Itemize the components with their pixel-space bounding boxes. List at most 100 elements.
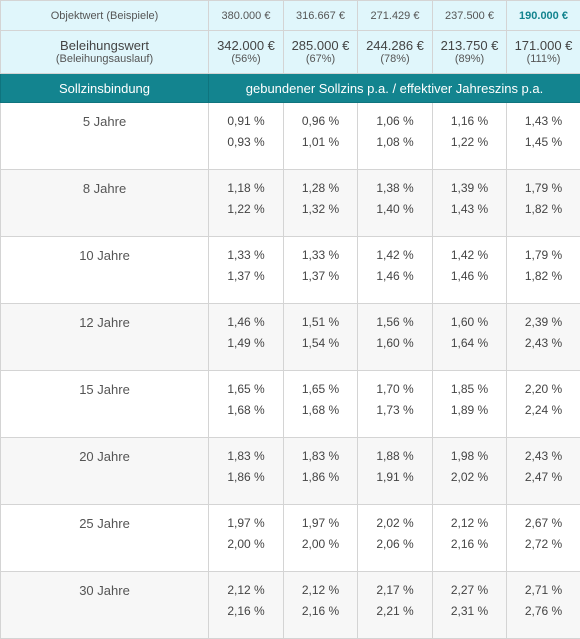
rate-cell: 2,17 %2,21 % (358, 572, 433, 639)
rate-cell: 1,42 % 1,46 % (433, 237, 507, 304)
rate-cell: 1,97 %2,00 % (209, 505, 284, 572)
beleihungswert-label-cell: Beleihungswert (Beleihungsauslauf) (1, 31, 209, 74)
sollzins-value: 1,33 % (284, 248, 357, 262)
sollzins-value: 1,97 % (284, 516, 357, 530)
beleihungswert-label: Beleihungswert (1, 38, 208, 53)
effektivzins-value: 1,60 % (358, 336, 432, 350)
objektwert-value-highlighted: 190.000 € (507, 1, 580, 31)
zinsbindung-label: 10 Jahre (1, 237, 209, 304)
rate-cell: 2,20 %2,24 % (507, 371, 580, 438)
sollzins-value: 2,39 % (507, 315, 580, 329)
rate-cell: 1,85 %1,89 % (433, 371, 507, 438)
beleihungsauslauf-percent: (56%) (209, 53, 283, 66)
rate-cell: 0,96 %1,01 % (284, 103, 358, 170)
rate-cell: 2,12 %2,16 % (209, 572, 284, 639)
sollzins-value: 1,79 % (507, 181, 580, 195)
rate-cell: 1,98 % 2,02 % (433, 438, 507, 505)
sollzins-value: 1,98 % (433, 449, 506, 463)
effektivzins-value: 2,16 % (284, 604, 357, 618)
objektwert-value: 271.429 € (358, 1, 433, 31)
zinsbindung-label: 20 Jahre (1, 438, 209, 505)
effektivzins-value: 2,21 % (358, 604, 432, 618)
rate-cell: 2,43 % 2,47 % (507, 438, 580, 505)
sollzins-value: 1,42 % (433, 248, 506, 262)
sollzins-value: 1,70 % (358, 382, 432, 396)
effektivzins-value: 1,49 % (209, 336, 283, 350)
rate-cell: 1,18 % 1,22 % (209, 170, 284, 237)
beleihungswert-cell: 342.000 € (56%) (209, 31, 284, 74)
objektwert-label: Objektwert (Beispiele) (1, 1, 209, 31)
sollzins-value: 2,12 % (433, 516, 506, 530)
effektivzins-value: 1,45 % (507, 135, 580, 149)
rate-cell: 1,79 %1,82 % (507, 237, 580, 304)
effektivzins-value: 1,68 % (209, 403, 283, 417)
zinsbindung-label: 15 Jahre (1, 371, 209, 438)
objektwert-value: 316.667 € (284, 1, 358, 31)
rate-cell: 1,38 %1,40 % (358, 170, 433, 237)
rate-cell: 1,83 %1,86 % (209, 438, 284, 505)
sollzins-value: 1,88 % (358, 449, 432, 463)
sollzins-value: 1,79 % (507, 248, 580, 262)
rate-cell: 1,56 % 1,60 % (358, 304, 433, 371)
zinsbindung-label: 12 Jahre (1, 304, 209, 371)
beleihungswert-value: 285.000 € (284, 38, 357, 53)
sollzins-value: 1,56 % (358, 315, 432, 329)
effektivzins-value: 2,72 % (507, 537, 580, 551)
sollzins-value: 1,65 % (209, 382, 283, 396)
rate-cell: 1,97 %2,00 % (284, 505, 358, 572)
rate-cell: 1,28 %1,32 % (284, 170, 358, 237)
effektivzins-value: 1,46 % (433, 269, 506, 283)
sollzins-value: 1,16 % (433, 114, 506, 128)
objektwert-row: Objektwert (Beispiele) 380.000 € 316.667… (1, 1, 580, 31)
sollzins-value: 2,02 % (358, 516, 432, 530)
sollzins-value: 1,33 % (209, 248, 283, 262)
effektivzins-value: 2,02 % (433, 470, 506, 484)
rate-cell: 1,43 % 1,45 % (507, 103, 580, 170)
sollzins-value: 2,12 % (209, 583, 283, 597)
rate-cell: 1,65 %1,68 % (284, 371, 358, 438)
effektivzins-value: 1,22 % (433, 135, 506, 149)
beleihungsauslauf-percent: (67%) (284, 53, 357, 66)
effektivzins-value: 0,93 % (209, 135, 283, 149)
effektivzins-value: 1,37 % (209, 269, 283, 283)
rate-cell: 2,12 %2,16 % (433, 505, 507, 572)
rate-cell: 2,02 % 2,06 % (358, 505, 433, 572)
rate-cell: 1,65 % 1,68 % (209, 371, 284, 438)
effektivzins-value: 1,46 % (358, 269, 432, 283)
beleihungswert-value: 244.286 € (358, 38, 432, 53)
rate-cell: 2,27 %2,31 % (433, 572, 507, 639)
sollzinsbindung-header: Sollzinsbindung (1, 74, 209, 103)
sollzins-value: 1,83 % (209, 449, 283, 463)
rate-cell: 1,83 %1,86 % (284, 438, 358, 505)
rate-cell: 0,91 %0,93 % (209, 103, 284, 170)
effektivzins-value: 1,91 % (358, 470, 432, 484)
effektivzins-value: 1,89 % (433, 403, 506, 417)
sollzins-value: 1,51 % (284, 315, 357, 329)
sollzins-value: 1,43 % (507, 114, 580, 128)
rate-cell: 1,06 %1,08 % (358, 103, 433, 170)
effektivzins-value: 2,47 % (507, 470, 580, 484)
column-header-row: Sollzinsbindung gebundener Sollzins p.a.… (1, 74, 580, 103)
effektivzins-value: 1,22 % (209, 202, 283, 216)
beleihungswert-value: 342.000 € (209, 38, 283, 53)
rate-cell: 2,71 %2,76 % (507, 572, 580, 639)
sollzins-value: 1,18 % (209, 181, 283, 195)
beleihungsauslauf-label: (Beleihungsauslauf) (1, 53, 208, 66)
rate-cell: 1,88 % 1,91 % (358, 438, 433, 505)
rate-cell: 1,39 %1,43 % (433, 170, 507, 237)
beleihungswert-row: Beleihungswert (Beleihungsauslauf) 342.0… (1, 31, 580, 74)
rate-cell: 1,79 %1,82 % (507, 170, 580, 237)
effektivzins-value: 1,40 % (358, 202, 432, 216)
sollzins-value: 2,43 % (507, 449, 580, 463)
effektivzins-value: 1,37 % (284, 269, 357, 283)
effektivzins-value: 2,06 % (358, 537, 432, 551)
effektivzins-value: 2,31 % (433, 604, 506, 618)
